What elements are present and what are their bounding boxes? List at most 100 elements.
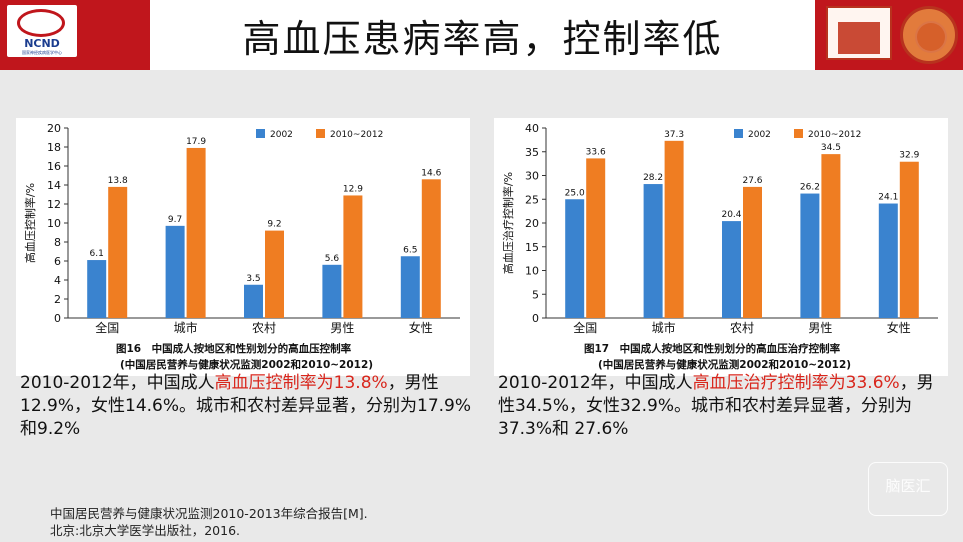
y-tick-label: 4 [54,274,61,287]
x-tick-label: 男性 [808,321,832,335]
data-label: 14.6 [421,168,441,178]
data-label: 12.9 [343,184,363,194]
y-tick-label: 12 [47,198,61,211]
logo-mark-icon [17,9,65,37]
y-tick-label: 35 [525,146,539,159]
data-label: 13.8 [108,176,128,186]
reference-line-2: 北京:北京大学医学出版社，2016. [50,523,240,538]
data-label: 20.4 [721,210,741,220]
header-bar: NCND 国家神经疾病医学中心 高血压患病率高，控制率低 [0,0,963,70]
legend-label: 2010~2012 [808,130,861,140]
left-caption: 2010-2012年，中国成人高血压控制率为13.8%，男性12.9%，女性14… [20,372,475,441]
university-seal-icon [826,6,892,60]
hospital-seal-icon [900,6,958,64]
bar-2002 [643,184,663,318]
x-tick-label: 城市 [652,320,676,335]
x-tick-label: 农村 [730,321,754,335]
legend-label: 2002 [748,130,771,140]
legend-swatch [316,129,325,138]
bar-2002 [400,256,420,318]
y-tick-label: 20 [525,217,539,230]
data-label: 33.6 [586,147,606,157]
y-tick-label: 14 [47,179,61,192]
bar-2010~2012 [586,158,606,318]
title-box: 高血压患病率高，控制率低 [150,0,815,70]
legend-swatch [794,129,803,138]
x-tick-label: 全国 [573,320,597,335]
legend-label: 2010~2012 [330,130,383,140]
x-tick-label: 全国 [95,320,119,335]
legend-label: 2002 [270,130,293,140]
figure-caption: 图16 中国成人按地区和性别划分的高血压控制率 [116,342,352,355]
right-caption: 2010-2012年，中国成人高血压治疗控制率为33.6%，男性34.5%，女性… [498,372,948,441]
data-label: 34.5 [821,143,841,153]
bar-2010~2012 [108,186,128,318]
data-label: 5.6 [325,254,340,264]
logo-text: NCND [24,37,60,50]
page-title: 高血压患病率高，控制率低 [242,17,723,61]
bar-2010~2012 [421,179,441,318]
bar-2010~2012 [664,140,684,318]
bar-2002 [87,260,107,318]
y-tick-label: 8 [54,236,61,249]
y-tick-label: 18 [47,141,61,154]
figure-caption: 图17 中国成人按地区和性别划分的高血压治疗控制率 [584,342,841,355]
y-tick-label: 20 [47,122,61,135]
reference-line-1: 中国居民营养与健康状况监测2010-2013年综合报告[M]. [50,506,368,521]
y-tick-label: 30 [525,170,539,183]
y-tick-label: 10 [47,217,61,230]
x-tick-label: 农村 [252,321,276,335]
data-label: 28.2 [643,173,663,183]
legend-swatch [256,129,265,138]
bar-2010~2012 [821,154,841,318]
y-tick-label: 0 [54,312,61,325]
right-caption-highlight: 高血压治疗控制率为33.6% [692,373,900,393]
figure-source: (中国居民营养与健康状况监测2002和2010~2012) [120,358,373,371]
y-axis-label: 高血压治疗控制率/% [501,172,515,274]
bar-2002 [722,221,741,318]
data-label: 24.1 [878,193,898,203]
data-label: 32.9 [899,151,919,161]
y-tick-label: 16 [47,160,61,173]
data-label: 17.9 [186,137,206,147]
y-tick-label: 10 [525,265,539,278]
data-label: 6.1 [90,249,104,259]
watermark: 脑医汇 [868,462,948,516]
bar-2002 [322,264,342,318]
bar-2010~2012 [186,147,206,318]
y-axis-label: 高血压控制率/% [23,183,37,263]
logo-subtext: 国家神经疾病医学中心 [22,50,62,55]
chart-panel-left: 0 2 4 6 8 10 12 14 16 18 20 高血压控制率/% 2002 2010~2012 6.… [16,118,470,376]
figure-source: (中国居民营养与健康状况监测2002和2010~2012) [598,358,851,371]
data-label: 25.0 [565,188,585,198]
y-tick-label: 25 [525,193,539,206]
chart-panel-right: 0 5 10 15 20 25 30 35 40 高血压治疗控制率/% 2002 2010~2012 2… [494,118,948,376]
data-label: 27.6 [742,176,762,186]
bar-2002 [165,225,185,318]
bar-2010~2012 [265,230,284,318]
y-tick-label: 15 [525,241,539,254]
left-caption-text-2: ，男性12.9%，女性14.6%。城市和农村差异显著，分别为17.9%和9.2% [20,373,472,439]
left-caption-text: 2010-2012年，中国成人 [20,373,215,393]
reference: 中国居民营养与健康状况监测2010-2013年综合报告[M]. 北京:北京大学医… [50,505,368,539]
x-tick-label: 城市 [174,320,198,335]
bar-2010~2012 [343,195,363,318]
bar-2002 [800,193,820,318]
bar-2002 [878,203,898,318]
bar-2010~2012 [899,161,919,318]
bar-2010~2012 [743,186,762,318]
data-label: 6.5 [403,245,417,255]
legend-swatch [734,129,743,138]
x-tick-label: 女性 [409,320,433,335]
left-caption-highlight: 高血压控制率为13.8% [214,373,388,393]
y-tick-label: 40 [525,122,539,135]
y-tick-label: 0 [532,312,539,325]
x-tick-label: 男性 [330,321,354,335]
right-caption-text-2: ，男性34.5%，女性32.9%。城市和农村差异显著，分别为 37.3%和 27… [498,373,934,439]
bar-2002 [565,199,585,318]
x-tick-label: 女性 [887,320,911,335]
right-caption-text: 2010-2012年，中国成人 [498,373,693,393]
ncnd-logo: NCND 国家神经疾病医学中心 [7,5,77,57]
chart-control-rate: 0 2 4 6 8 10 12 14 16 18 20 高血压控制率/% 2002 2010~2012 6.… [23,122,460,371]
data-label: 9.2 [267,220,281,230]
